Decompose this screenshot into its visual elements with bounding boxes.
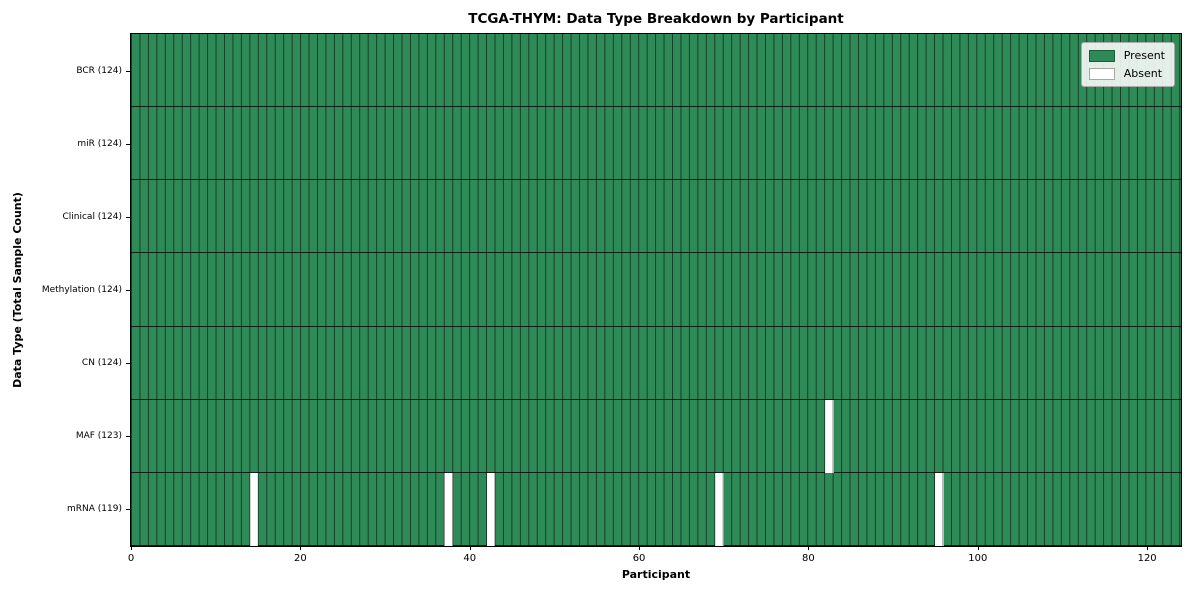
x-axis-label: Participant bbox=[621, 568, 691, 581]
heatmap-row-cn bbox=[131, 326, 1181, 400]
y-tick-label-bcr: BCR (124) bbox=[76, 65, 122, 76]
x-tick-mark bbox=[131, 546, 132, 550]
x-tick-mark bbox=[977, 546, 979, 550]
x-tick-label-0: 0 bbox=[127, 553, 135, 564]
absent-cell-mrna-42 bbox=[486, 472, 496, 546]
legend-swatch-present bbox=[1088, 49, 1115, 62]
heatmap-row-maf bbox=[131, 399, 1181, 473]
absent-cell-maf-82 bbox=[825, 399, 834, 473]
y-tick-label-clinical: Clinical (124) bbox=[62, 211, 122, 222]
x-tick-label-80: 80 bbox=[802, 553, 815, 564]
y-tick-mark bbox=[126, 290, 130, 291]
x-tick-label-60: 60 bbox=[632, 553, 646, 564]
y-tick-label-maf: MAF (123) bbox=[75, 431, 122, 442]
legend-label: Absent bbox=[1123, 67, 1163, 80]
legend-entry-present: Present bbox=[1088, 49, 1165, 62]
heatmap-row-mrna bbox=[131, 472, 1181, 546]
x-tick-mark bbox=[808, 546, 810, 550]
heatmap-row-bcr bbox=[131, 34, 1181, 108]
absent-cell-mrna-69 bbox=[715, 472, 724, 546]
x-tick-label-120: 120 bbox=[1137, 553, 1157, 564]
y-axis-label: Data Type (Total Sample Count) bbox=[11, 192, 24, 388]
x-tick-mark bbox=[469, 546, 471, 550]
x-tick-mark bbox=[639, 546, 641, 550]
y-tick-mark bbox=[126, 363, 130, 365]
legend-swatch-absent bbox=[1088, 67, 1115, 80]
x-tick-label-100: 100 bbox=[968, 553, 988, 564]
y-tick-label-mrna: mRNA (119) bbox=[67, 504, 122, 515]
x-tick-mark bbox=[300, 546, 302, 550]
y-tick-mark bbox=[126, 216, 130, 218]
absent-cell-mrna-14 bbox=[249, 472, 258, 546]
legend: Present Absent bbox=[1080, 42, 1175, 87]
y-tick-mark bbox=[126, 143, 130, 145]
y-tick-mark bbox=[126, 509, 130, 511]
y-tick-mark bbox=[126, 436, 130, 438]
x-tick-label-20: 20 bbox=[293, 553, 307, 564]
heatmap-row-mir bbox=[131, 107, 1181, 181]
x-tick-mark bbox=[1147, 546, 1149, 550]
heatmap-row-methylation bbox=[131, 253, 1181, 327]
y-tick-label-mir: miR (124) bbox=[77, 138, 122, 149]
chart-title: TCGA-THYM: Data Type Breakdown by Partic… bbox=[468, 11, 844, 27]
y-tick-mark bbox=[126, 70, 130, 72]
legend-label: Present bbox=[1123, 49, 1165, 62]
plot-area: Present Absent BCR (124) miR (124) Clinical… bbox=[42, 33, 1182, 564]
heatmap-rows bbox=[131, 34, 1181, 546]
x-tick-label-40: 40 bbox=[463, 553, 477, 564]
y-tick-label-cn: CN (124) bbox=[81, 358, 122, 369]
legend-entry-absent: Absent bbox=[1088, 67, 1165, 80]
heatmap-row-clinical bbox=[131, 180, 1181, 254]
absent-cell-mrna-95 bbox=[935, 472, 944, 546]
y-tick-label-methylation: Methylation (124) bbox=[41, 285, 122, 295]
absent-cell-mrna-37 bbox=[444, 472, 453, 546]
